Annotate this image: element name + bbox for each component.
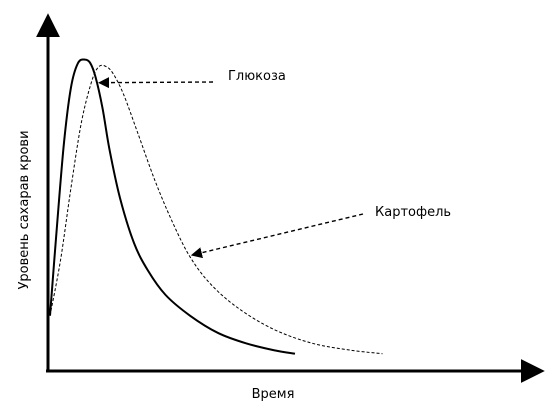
series-line-potato [49,64,383,355]
annotation-label-potato: Картофель [375,205,451,220]
y-axis-label: Уровень сахарав крови [17,130,32,289]
annotation-arrow-potato [190,213,364,259]
x-axis-label: Время [252,387,295,402]
series-line-glucose [49,58,296,355]
annotation-label-glucose: Глюкоза [228,69,286,84]
annotation-layer: Глюкоза Картофель [98,69,451,259]
series-layer [49,58,383,355]
axes [36,13,545,383]
annotation-arrow-glucose [98,77,214,89]
